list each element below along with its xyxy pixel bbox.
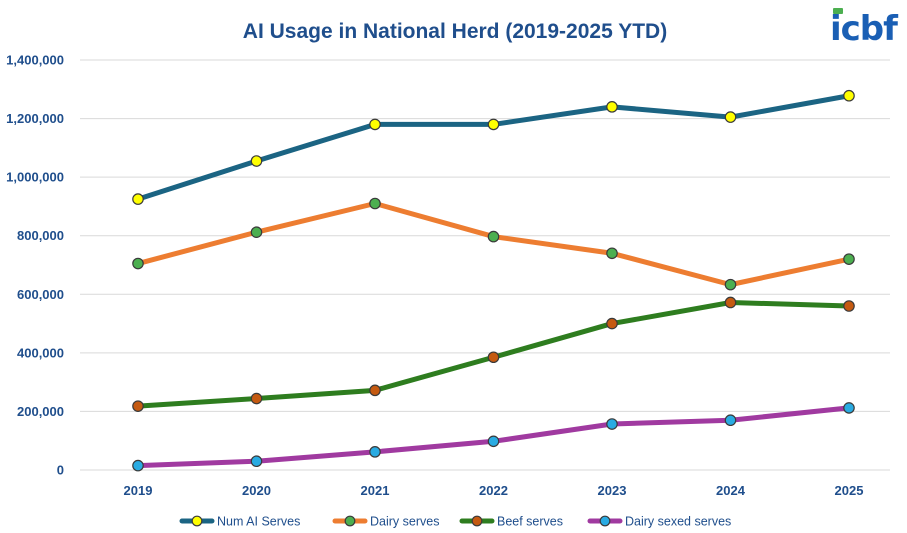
data-point [132, 459, 144, 472]
data-point [724, 111, 737, 123]
data-point [369, 384, 381, 397]
data-point [369, 118, 381, 131]
x-tick-label: 2020 [242, 483, 271, 498]
legend-item-1: Dairy serves [332, 515, 439, 529]
data-point [369, 446, 381, 458]
legend-swatch-marker [344, 515, 356, 527]
x-tick-label: 2024 [716, 483, 746, 498]
data-point [606, 317, 618, 330]
data-point [724, 296, 737, 309]
data-point [250, 155, 263, 167]
data-point [487, 351, 500, 364]
data-point [843, 402, 855, 414]
x-tick-label: 2022 [479, 483, 508, 498]
chart-title: AI Usage in National Herd (2019-2025 YTD… [243, 20, 667, 43]
data-point [606, 101, 618, 113]
legend: Num AI Serves Dairy serves Beef serves Dair… [179, 515, 731, 529]
gridlines [80, 59, 890, 471]
data-point [606, 418, 618, 430]
x-tick-label: 2021 [361, 483, 390, 498]
data-point [724, 278, 737, 291]
y-tick-label: 600,000 [17, 287, 64, 302]
data-point [132, 257, 144, 270]
logo-text: icbf [830, 9, 899, 49]
y-tick-label: 1,400,000 [6, 53, 64, 68]
data-point [843, 300, 855, 312]
legend-item-3: Dairy sexed serves [587, 515, 731, 529]
logo-accent-bar [833, 8, 843, 14]
data-point [843, 253, 855, 265]
data-point [369, 197, 381, 210]
y-tick-label: 200,000 [17, 404, 64, 419]
data-point [132, 400, 144, 412]
x-axis: 2019 2020 2021 2022 2023 2024 2025 [124, 483, 864, 498]
series-group [132, 89, 855, 472]
legend-swatch-marker [471, 515, 483, 527]
series-3 [132, 402, 855, 472]
legend-swatch-marker [191, 515, 203, 527]
legend-label: Dairy serves [370, 515, 439, 529]
y-axis: 0 200,000 400,000 600,000 800,000 1,000,000 1,… [6, 53, 64, 478]
series-0 [132, 89, 855, 205]
series-line [135, 93, 852, 202]
legend-item-2: Beef serves [459, 515, 563, 529]
y-tick-label: 800,000 [17, 228, 64, 243]
x-tick-label: 2023 [598, 483, 627, 498]
y-tick-label: 400,000 [17, 345, 64, 360]
data-point [606, 247, 618, 260]
data-point [843, 89, 855, 102]
data-point [250, 226, 263, 238]
series-1 [132, 197, 855, 291]
y-tick-label: 1,200,000 [6, 111, 64, 126]
data-point [250, 392, 263, 405]
y-tick-label: 0 [57, 463, 64, 478]
x-tick-label: 2025 [835, 483, 864, 498]
icbf-logo: icbf [830, 8, 900, 49]
legend-label: Num AI Serves [217, 515, 300, 529]
data-point [724, 414, 737, 427]
legend-item-0: Num AI Serves [179, 515, 300, 529]
legend-swatch-marker [599, 515, 611, 527]
data-point [250, 455, 263, 468]
data-point [487, 118, 500, 131]
series-line [135, 201, 852, 288]
y-tick-label: 1,000,000 [6, 170, 64, 185]
data-point [487, 230, 500, 243]
data-point [132, 193, 144, 205]
legend-label: Dairy sexed serves [625, 515, 731, 529]
x-tick-label: 2019 [124, 483, 153, 498]
legend-label: Beef serves [497, 515, 563, 529]
series-2 [132, 296, 855, 412]
data-point [487, 435, 500, 448]
